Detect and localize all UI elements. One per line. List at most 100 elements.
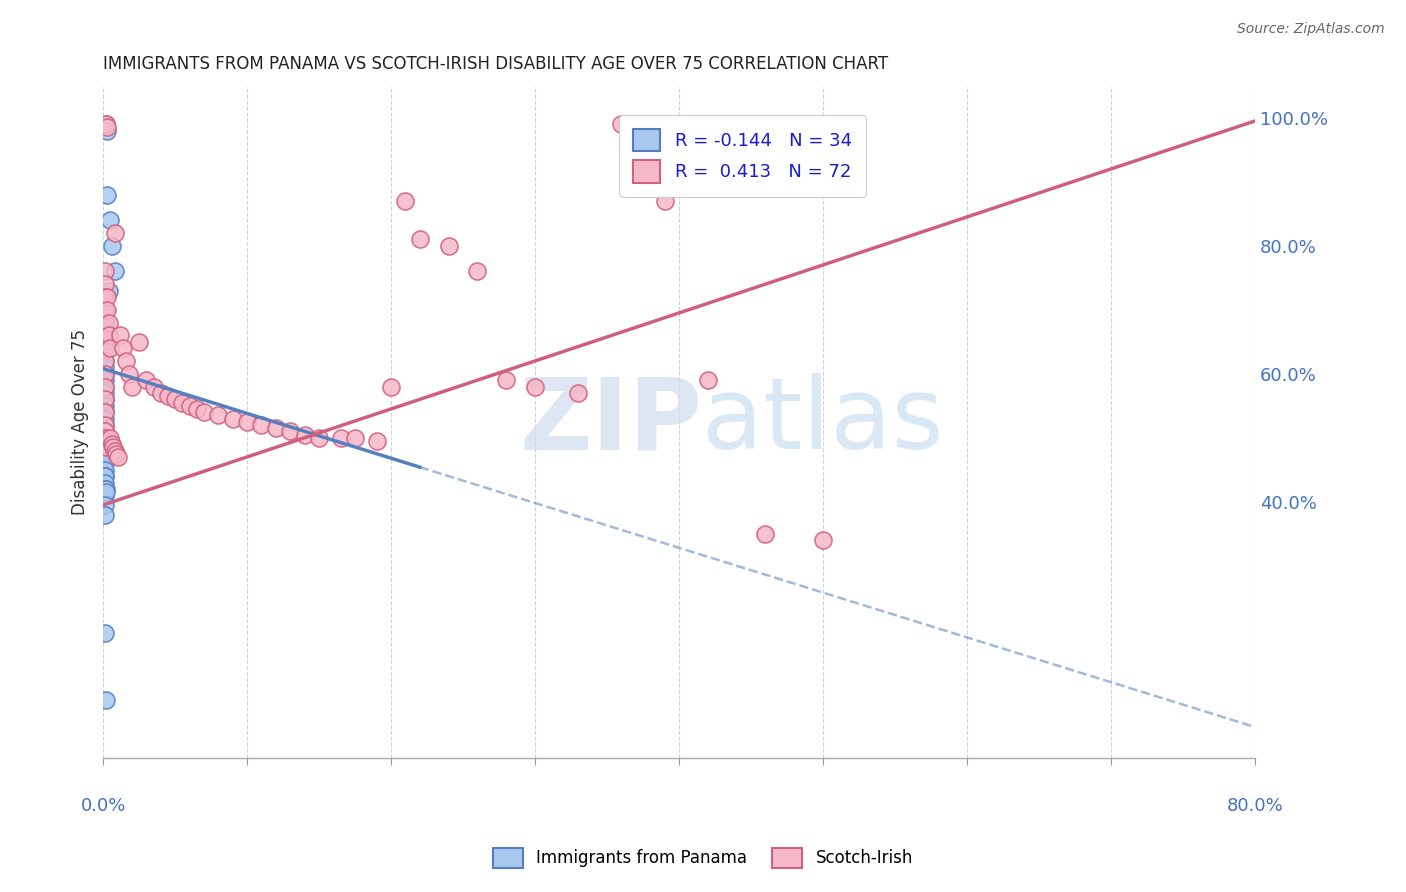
Point (94, 117, 117, 131)
Text: IMMIGRANTS FROM PANAMA VS SCOTCH-IRISH DISABILITY AGE OVER 75 CORRELATION CHART: IMMIGRANTS FROM PANAMA VS SCOTCH-IRISH D… (103, 55, 889, 73)
Point (149, 386, 172, 401)
Point (93, 405, 115, 419)
Point (93, 463, 115, 477)
Point (93, 508, 115, 522)
Text: atlas: atlas (702, 373, 943, 470)
Point (105, 447, 128, 461)
Point (344, 431, 367, 445)
Point (100, 239, 122, 253)
Point (264, 421, 287, 435)
Point (94, 693, 117, 707)
Point (654, 194, 676, 208)
Point (110, 328, 132, 343)
Point (193, 405, 215, 419)
Point (93, 354, 115, 368)
Point (121, 379, 143, 393)
Point (93, 498, 115, 512)
Point (96, 447, 118, 461)
Point (610, 117, 633, 131)
Point (93, 405, 115, 419)
Point (96, 290, 118, 304)
Point (278, 425, 301, 439)
Point (94, 431, 117, 445)
Point (93, 328, 115, 343)
Point (696, 373, 718, 387)
Point (93, 360, 115, 375)
Point (96, 187, 118, 202)
Point (96, 123, 118, 137)
Point (93, 425, 115, 439)
Point (236, 415, 259, 429)
Point (366, 434, 388, 448)
Point (250, 417, 273, 432)
Point (93, 425, 115, 439)
Point (98, 431, 121, 445)
Point (567, 386, 589, 401)
Point (97, 284, 120, 298)
Point (94, 485, 117, 500)
Point (93, 392, 115, 407)
Point (93, 367, 115, 381)
Point (97, 450, 120, 464)
Point (93, 469, 115, 483)
Point (96, 440, 118, 454)
Point (93, 334, 115, 349)
Point (96, 443, 118, 458)
Point (524, 379, 547, 393)
Point (112, 341, 135, 355)
Point (165, 392, 187, 407)
Point (104, 264, 127, 278)
Point (93, 411, 115, 425)
Point (96, 302, 118, 317)
Legend: R = -0.144   N = 34, R =  0.413   N = 72: R = -0.144 N = 34, R = 0.413 N = 72 (619, 115, 866, 197)
Point (754, 526, 776, 541)
Text: 0.0%: 0.0% (80, 797, 125, 814)
Point (467, 264, 489, 278)
Point (172, 395, 194, 409)
Point (107, 450, 129, 464)
Point (93, 392, 115, 407)
Point (93, 277, 115, 292)
Point (93, 386, 115, 401)
Point (380, 379, 402, 393)
Point (94, 437, 117, 451)
Point (811, 533, 834, 548)
Point (96, 120, 118, 135)
Point (308, 431, 330, 445)
Point (294, 427, 316, 442)
Point (93, 379, 115, 393)
Point (437, 239, 460, 253)
Text: Source: ZipAtlas.com: Source: ZipAtlas.com (1237, 22, 1385, 37)
Point (495, 373, 517, 387)
Point (118, 367, 141, 381)
Point (115, 354, 138, 368)
Point (329, 431, 352, 445)
Point (93, 302, 115, 317)
Point (93, 316, 115, 330)
Point (97, 316, 120, 330)
Point (128, 334, 150, 349)
Point (93, 417, 115, 432)
Point (93, 290, 115, 304)
Point (94, 434, 117, 448)
Point (104, 226, 127, 240)
Point (156, 389, 179, 403)
Point (93, 316, 115, 330)
Point (100, 437, 122, 451)
Legend: Immigrants from Panama, Scotch-Irish: Immigrants from Panama, Scotch-Irish (486, 841, 920, 875)
Point (93, 431, 115, 445)
Point (93, 373, 115, 387)
Point (93, 341, 115, 355)
Point (394, 194, 416, 208)
Point (103, 440, 125, 454)
Point (222, 411, 245, 425)
Point (93, 456, 115, 470)
Y-axis label: Disability Age Over 75: Disability Age Over 75 (72, 329, 89, 515)
Point (93, 469, 115, 483)
Point (93, 354, 115, 368)
Point (93, 379, 115, 393)
Text: 80.0%: 80.0% (1226, 797, 1284, 814)
Point (93, 417, 115, 432)
Point (94, 117, 117, 131)
Point (94, 431, 117, 445)
